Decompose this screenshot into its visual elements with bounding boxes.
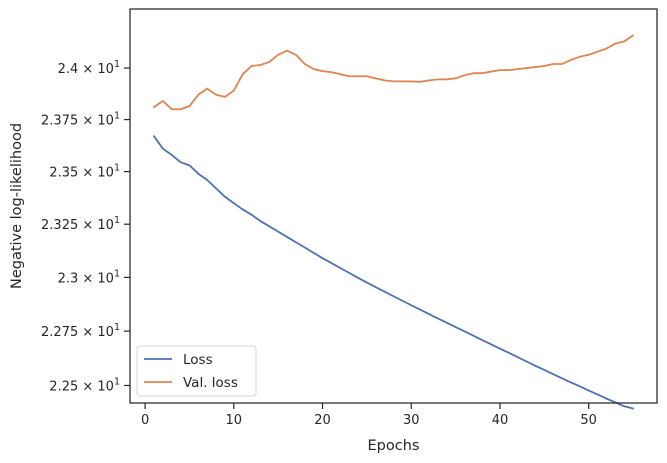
x-tick-label: 0	[141, 413, 149, 428]
y-axis-ticks: 2.25 × 101 2.275 × 101 2.3 × 101 2.325 × 10…	[41, 59, 130, 394]
x-tick-label: 10	[226, 413, 243, 428]
legend-label-val-loss: Val. loss	[183, 375, 238, 391]
y-tick-label: 2.375 × 101	[41, 111, 120, 129]
series-layer	[153, 34, 634, 410]
legend-label-loss: Loss	[183, 352, 213, 368]
x-tick-label: 30	[403, 413, 420, 428]
y-axis-label: Negative log-likelihood	[9, 123, 25, 289]
y-tick-label: 2.35 × 101	[49, 163, 120, 181]
y-tick-label: 2.4 × 101	[58, 59, 120, 77]
x-tick-label: 40	[492, 413, 509, 428]
x-tick-label: 20	[314, 413, 331, 428]
x-axis-ticks: 0 10 20 30 40 50	[141, 403, 597, 428]
x-tick-label: 50	[580, 413, 597, 428]
series-line-loss	[153, 135, 634, 410]
y-tick-label: 2.325 × 101	[41, 215, 120, 233]
y-tick-label: 2.3 × 101	[58, 268, 120, 286]
plot-frame	[129, 8, 658, 404]
x-axis-label: Epochs	[368, 438, 420, 454]
y-tick-label: 2.25 × 101	[49, 376, 120, 394]
series-line-val-loss	[153, 34, 634, 111]
y-tick-label: 2.275 × 101	[41, 322, 120, 340]
legend: Loss Val. loss	[136, 345, 257, 397]
